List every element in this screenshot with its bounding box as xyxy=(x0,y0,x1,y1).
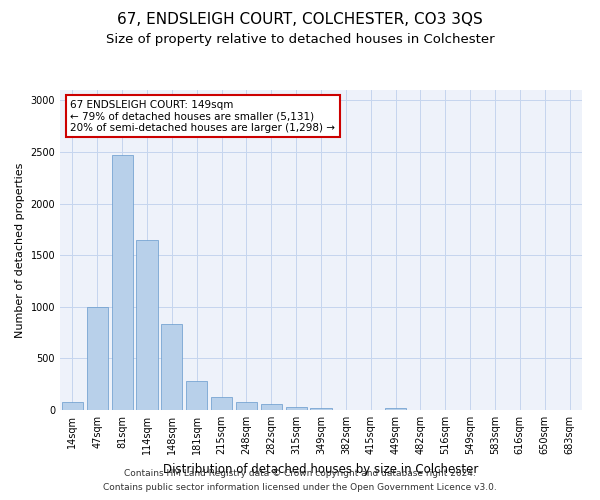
Bar xyxy=(236,402,257,410)
Bar xyxy=(261,404,282,410)
Text: Contains public sector information licensed under the Open Government Licence v3: Contains public sector information licen… xyxy=(103,484,497,492)
Text: Contains HM Land Registry data © Crown copyright and database right 2024.: Contains HM Land Registry data © Crown c… xyxy=(124,468,476,477)
Text: 67 ENDSLEIGH COURT: 149sqm
← 79% of detached houses are smaller (5,131)
20% of s: 67 ENDSLEIGH COURT: 149sqm ← 79% of deta… xyxy=(70,100,335,133)
Bar xyxy=(87,307,108,410)
Bar xyxy=(186,381,207,410)
Bar xyxy=(286,407,307,410)
Bar xyxy=(161,324,182,410)
Text: Size of property relative to detached houses in Colchester: Size of property relative to detached ho… xyxy=(106,32,494,46)
Bar xyxy=(211,396,232,410)
Bar xyxy=(136,240,158,410)
Text: 67, ENDSLEIGH COURT, COLCHESTER, CO3 3QS: 67, ENDSLEIGH COURT, COLCHESTER, CO3 3QS xyxy=(117,12,483,28)
X-axis label: Distribution of detached houses by size in Colchester: Distribution of detached houses by size … xyxy=(163,462,479,475)
Bar xyxy=(112,154,133,410)
Y-axis label: Number of detached properties: Number of detached properties xyxy=(15,162,25,338)
Bar xyxy=(310,408,332,410)
Bar xyxy=(62,402,83,410)
Bar xyxy=(385,408,406,410)
